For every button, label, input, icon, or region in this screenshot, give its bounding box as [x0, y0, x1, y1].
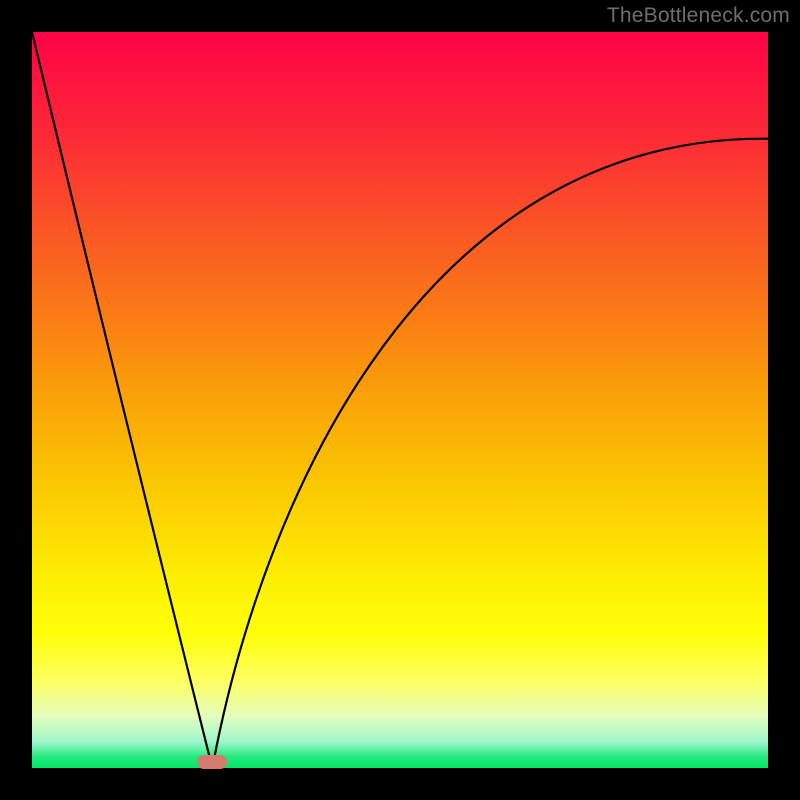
plot-area [32, 32, 768, 768]
watermark-text: TheBottleneck.com [607, 4, 790, 28]
notch-marker [197, 755, 227, 769]
curve-svg [32, 32, 768, 768]
bottleneck-curve [32, 32, 768, 768]
figure: TheBottleneck.com [0, 0, 800, 800]
